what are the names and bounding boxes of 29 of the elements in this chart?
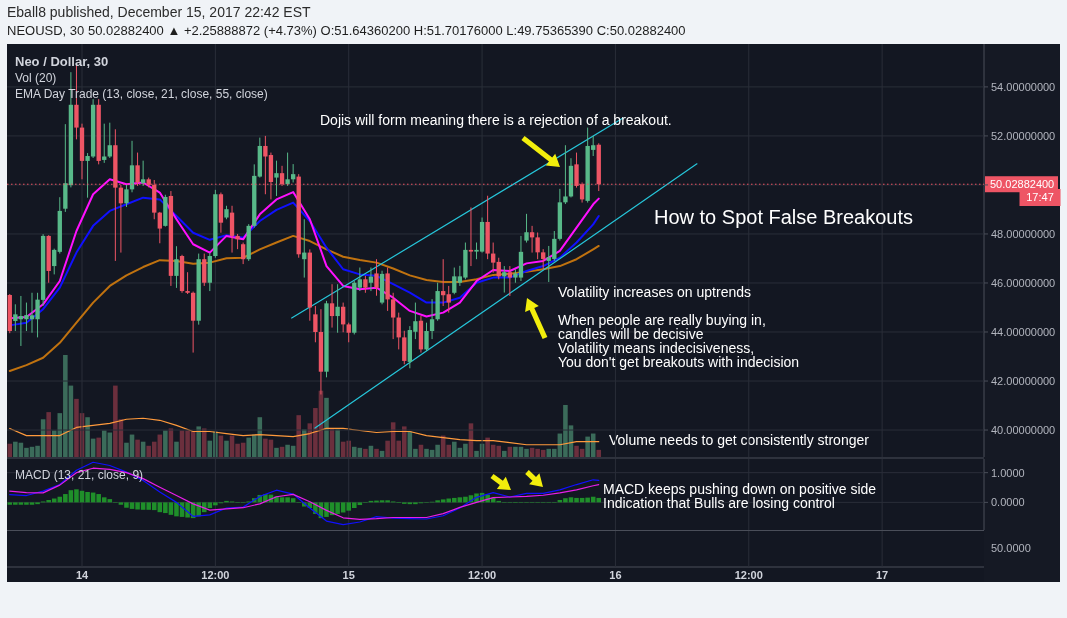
annotation: How to Spot False Breakouts bbox=[654, 206, 914, 228]
y-tick-label: 52.00000000 bbox=[991, 129, 1056, 142]
y-tick-label: 46.00000000 bbox=[991, 276, 1056, 289]
y-tick-label: 48.00000000 bbox=[991, 227, 1056, 240]
y-tick-label: 42.00000000 bbox=[991, 375, 1056, 388]
y-tick-label: 40.00000000 bbox=[991, 424, 1056, 437]
y-tick-label: 54.00000000 bbox=[991, 80, 1056, 93]
annotation: When people are really buying in, candles will be decisive Volatility means indecisiveness, You don't get breakouts with indecision bbox=[558, 312, 800, 370]
x-tick-label: 16 bbox=[609, 569, 622, 581]
x-tick-label: 17 bbox=[876, 569, 889, 581]
x-tick-label: 12:00 bbox=[734, 569, 763, 581]
annotation: Volume needs to get consistently stronger bbox=[609, 432, 870, 448]
chart-title: Vol (20) bbox=[15, 71, 57, 85]
y-tick-label: 0.0000 bbox=[991, 496, 1025, 509]
x-tick-label: 15 bbox=[342, 569, 355, 581]
y-tick-label: 1.0000 bbox=[991, 466, 1025, 479]
text: 17:47 bbox=[1026, 191, 1054, 203]
x-tick-label: 14 bbox=[75, 569, 89, 581]
annotation: MACD keeps pushing down on positive side Indication that Bulls are losing control bbox=[603, 481, 877, 511]
y-tick-label: 44.00000000 bbox=[991, 326, 1056, 338]
annotation: Dojis will form meaning there is a rejection of a breakout. bbox=[320, 112, 672, 128]
x-tick-label: 12:00 bbox=[201, 569, 230, 581]
text: Neo / Dollar, 30 bbox=[15, 54, 109, 69]
annotation: Volatility increases on uptrends bbox=[558, 284, 751, 300]
x-tick-label: 12:00 bbox=[468, 569, 497, 581]
text: 50.0000 bbox=[991, 542, 1031, 554]
ref-line-label: 50.02882400 bbox=[990, 178, 1055, 191]
text: Eball8 published, December 15, 2017 22:42 EST bbox=[7, 4, 311, 20]
text: NEOUSD, 30 50.02882400 ▲ +2.25888872 (+4.73%) O:51.64360200 H:51.70176000 L:49.75365390 C:50.02882400 bbox=[7, 23, 686, 38]
